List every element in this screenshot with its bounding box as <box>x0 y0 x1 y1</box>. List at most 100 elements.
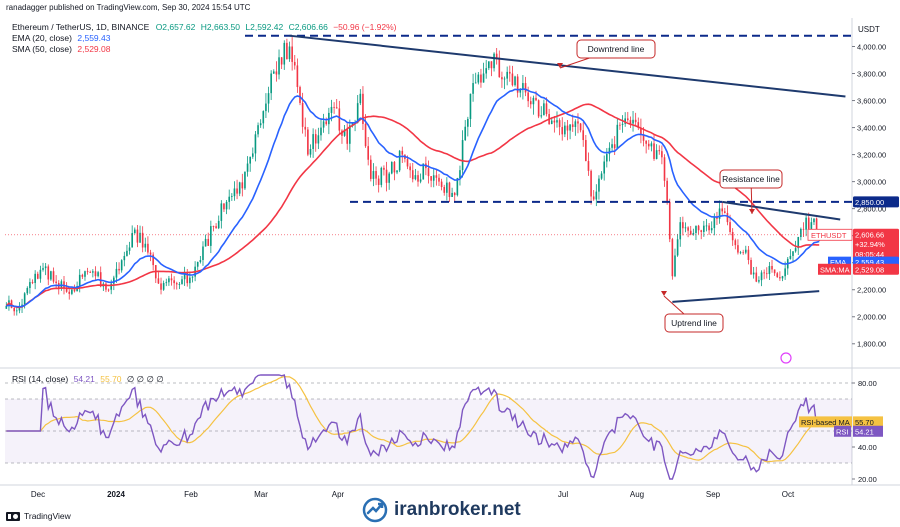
candle-body <box>333 106 335 108</box>
tradingview-footer[interactable]: TradingView <box>6 511 71 521</box>
candle-body <box>674 255 676 277</box>
price-tick-label: 4,000.00 <box>857 42 886 51</box>
candle-body <box>36 273 39 279</box>
candle-body <box>600 173 603 179</box>
candle-body <box>414 175 417 180</box>
candle-body <box>564 125 566 135</box>
resistance-callout-label: Resistance line <box>722 174 780 184</box>
candle-body <box>223 203 225 210</box>
candle-body <box>220 203 223 221</box>
candle-body <box>737 245 739 253</box>
rsi-line <box>6 374 820 480</box>
candle-body <box>603 161 606 174</box>
candle-body <box>810 222 813 229</box>
candle-body <box>398 150 401 171</box>
rsi-ma-legend-value: 55.70 <box>100 374 122 384</box>
candle-body <box>191 276 194 278</box>
watermark-text: iranbroker.net <box>394 499 521 520</box>
candle-body <box>760 272 763 281</box>
candle-body <box>97 272 99 277</box>
candle-body <box>474 82 477 84</box>
candle-body <box>105 283 107 290</box>
candle-body <box>684 227 687 229</box>
symbol-ohlc-line: Ethereum / TetherUS, 1D, BINANCE O2,657.… <box>12 22 397 32</box>
candle-body <box>464 126 467 141</box>
candle-body <box>432 175 435 181</box>
candle-body <box>485 68 488 74</box>
candle-body <box>522 83 524 90</box>
candle-body <box>453 192 456 196</box>
time-axis-label: Jul <box>558 490 568 499</box>
candle-body <box>490 61 493 69</box>
candle-body <box>768 265 771 275</box>
candle-body <box>663 157 666 181</box>
candle-body <box>710 228 713 231</box>
candle-body <box>417 175 419 182</box>
candle-body <box>86 271 89 273</box>
rsi-ma-value-tag: 55.70 <box>855 418 874 427</box>
candle-body <box>225 201 228 210</box>
downtrend-callout-label: Downtrend line <box>588 44 645 54</box>
candle-body <box>259 123 262 126</box>
candle-body <box>390 161 393 174</box>
candle-body <box>755 272 758 282</box>
candle-body <box>626 118 629 121</box>
candle-body <box>364 123 367 147</box>
candle-body <box>123 255 126 261</box>
candle-body <box>55 281 57 283</box>
watermark-logo-icon <box>362 497 388 523</box>
candle-body <box>574 121 577 127</box>
candle-body <box>246 163 249 172</box>
candle-body <box>637 122 640 128</box>
candle-body <box>569 124 571 131</box>
candle-body <box>713 217 716 229</box>
rsi-tick-label: 80.00 <box>858 379 877 388</box>
candle-body <box>346 129 349 144</box>
candle-body <box>181 279 183 284</box>
candle-body <box>147 243 149 253</box>
price-tick-label: 3,400.00 <box>857 123 886 132</box>
candle-body <box>335 107 338 109</box>
candle-body <box>590 170 592 197</box>
candle-body <box>286 42 288 60</box>
candle-body <box>435 175 438 178</box>
candle-body <box>611 144 613 148</box>
uptrend-callout-label: Uptrend line <box>671 318 717 328</box>
candle-body <box>461 140 464 171</box>
sma-value-tag: 2,529.08 <box>855 265 884 274</box>
rsi-value-tag: 54.21 <box>855 427 874 436</box>
candle-body <box>613 144 616 149</box>
candle-body <box>113 277 115 284</box>
candle-body <box>579 123 582 131</box>
candle-body <box>144 243 147 248</box>
candle-body <box>456 178 459 196</box>
candle-body <box>199 260 202 263</box>
sma-legend[interactable]: SMA (50, close) 2,529.08 <box>12 44 110 54</box>
candle-body <box>582 130 585 141</box>
rsi-legend[interactable]: RSI (14, close) 54.21 55.70 ∅ ∅ ∅ ∅ <box>12 374 164 385</box>
candle-body <box>322 121 325 128</box>
candle-body <box>396 170 398 173</box>
candle-body <box>679 222 682 240</box>
candle-body <box>742 252 744 254</box>
price-tick-label: 2,800.00 <box>857 204 886 213</box>
candle-body <box>532 97 535 105</box>
candle-body <box>739 252 742 254</box>
candle-body <box>632 119 634 124</box>
candle-body <box>189 277 191 284</box>
candle-body <box>110 283 113 290</box>
candle-body <box>236 188 238 194</box>
candle-body <box>506 71 508 79</box>
candle-body <box>257 125 259 135</box>
candle-body <box>207 238 210 246</box>
ema-legend[interactable]: EMA (20, close) 2,559.43 <box>12 33 110 43</box>
price-tick-label: 3,800.00 <box>857 69 886 78</box>
level-2850-tag-bg <box>853 196 899 208</box>
rsi-legend-label: RSI (14, close) <box>12 374 69 384</box>
candle-body <box>165 282 168 284</box>
candle-body <box>752 272 755 275</box>
last-price-tag-bg <box>853 228 899 262</box>
candle-body <box>765 273 768 275</box>
candle-body <box>231 196 233 197</box>
